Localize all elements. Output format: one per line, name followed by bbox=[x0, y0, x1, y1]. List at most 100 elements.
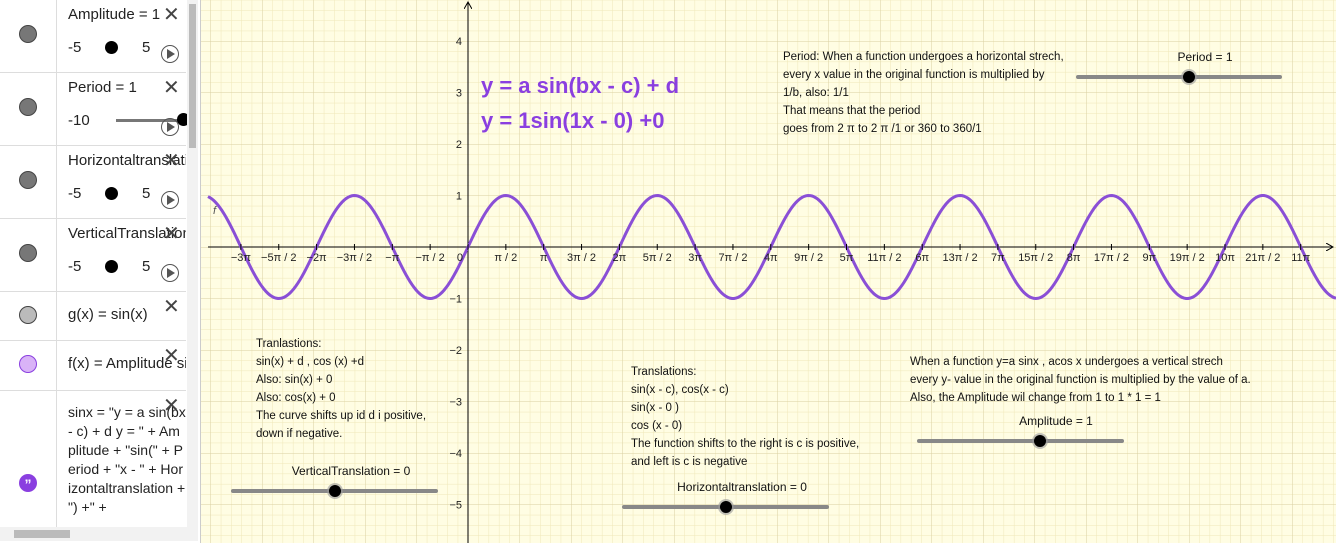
x-tick-label: 5π / 2 bbox=[643, 252, 672, 264]
formula: y = a sin(bx - c) + d bbox=[481, 73, 679, 98]
note-line: That means that the period bbox=[783, 105, 920, 117]
delete-button[interactable]: ✕ bbox=[163, 296, 180, 318]
y-tick-label: −3 bbox=[449, 397, 462, 409]
note-line: Tranlastions: bbox=[256, 338, 321, 350]
x-tick-label: 10π bbox=[1215, 252, 1235, 264]
algebra-view: Amplitude = 1 ✕ -5 5 Period = 1 ✕ -10 Ho… bbox=[0, 0, 201, 543]
y-tick-label: 1 bbox=[456, 191, 462, 203]
visibility-toggle[interactable] bbox=[19, 25, 37, 43]
slider-knob[interactable] bbox=[105, 187, 118, 200]
slider-label: Horizontaltranslation = 0 bbox=[677, 480, 807, 494]
note-line: Translations: bbox=[631, 366, 696, 378]
x-tick-label: 4π bbox=[764, 252, 778, 264]
slider-knob[interactable] bbox=[177, 113, 190, 126]
horizontal-scrollbar[interactable] bbox=[0, 527, 198, 541]
algebra-row: ” sinx = "y = a sin(bx - c) + d y = " + … bbox=[0, 391, 186, 531]
function-label: f bbox=[213, 205, 217, 217]
y-tick-label: −4 bbox=[449, 448, 462, 460]
slider-knob-core[interactable] bbox=[1034, 435, 1046, 447]
algebra-row: g(x) = sin(x) ✕ bbox=[0, 292, 186, 341]
vertical-scrollbar[interactable] bbox=[187, 0, 198, 527]
visibility-toggle[interactable] bbox=[19, 355, 37, 373]
note-line: sin(x - c), cos(x - c) bbox=[631, 384, 729, 396]
x-tick-label: 3π bbox=[688, 252, 702, 264]
slider-knob-core[interactable] bbox=[1183, 71, 1195, 83]
delete-button[interactable]: ✕ bbox=[163, 150, 180, 172]
slider-max: 5 bbox=[142, 39, 151, 56]
text-icon[interactable]: ” bbox=[19, 474, 37, 492]
algebra-row: Period = 1 ✕ -10 bbox=[0, 73, 190, 146]
note-line: cos (x - 0) bbox=[631, 420, 682, 432]
slider-label: Period = 1 bbox=[1177, 50, 1232, 64]
slider-track[interactable] bbox=[116, 119, 186, 122]
x-tick-label: −3π / 2 bbox=[337, 252, 372, 264]
x-tick-label: −2π bbox=[307, 252, 328, 264]
major-grid bbox=[200, 0, 1336, 543]
slider-min: -5 bbox=[68, 258, 82, 275]
delete-button[interactable]: ✕ bbox=[163, 77, 180, 99]
y-tick-label: −1 bbox=[449, 294, 462, 306]
play-button[interactable] bbox=[161, 191, 179, 209]
item-label: Period = 1 bbox=[68, 79, 137, 96]
slider-knob-core[interactable] bbox=[720, 501, 732, 513]
slider-max: 5 bbox=[142, 258, 151, 275]
note-line: every x value in the original function i… bbox=[783, 69, 1045, 81]
x-tick-label: −3π bbox=[231, 252, 252, 264]
x-tick-label: 21π / 2 bbox=[1245, 252, 1280, 264]
delete-button[interactable]: ✕ bbox=[163, 395, 180, 417]
x-tick-label: 6π bbox=[915, 252, 929, 264]
note-line: goes from 2 π to 2 π /1 or 360 to 360/1 bbox=[783, 123, 982, 135]
x-tick-label: 11π bbox=[1291, 252, 1310, 264]
x-tick-label: 8π bbox=[1067, 252, 1081, 264]
note-line: sin(x) + d , cos (x) +d bbox=[256, 356, 364, 368]
note-line: Also: sin(x) + 0 bbox=[256, 374, 332, 386]
x-tick-label: 9π / 2 bbox=[794, 252, 823, 264]
play-button[interactable] bbox=[161, 45, 179, 63]
note-line: and left is c is negative bbox=[631, 456, 747, 468]
y-ticks: 4 3 2 1 −1 −2 −3 −4 −5 bbox=[449, 36, 462, 512]
slider-max: 5 bbox=[142, 185, 151, 202]
note-line: down if negative. bbox=[256, 428, 342, 440]
note-line: When a function y=a sinx , acos x underg… bbox=[910, 356, 1223, 368]
visibility-toggle[interactable] bbox=[19, 171, 37, 189]
note-line: every y- value in the original function … bbox=[910, 374, 1251, 386]
visibility-toggle[interactable] bbox=[19, 244, 37, 262]
x-tick-label: 17π / 2 bbox=[1094, 252, 1129, 264]
slider-min: -10 bbox=[68, 112, 90, 129]
x-tick-label: −π / 2 bbox=[415, 252, 444, 264]
item-label: sinx = "y = a sin(bx - c) + d y = " + Am… bbox=[68, 404, 186, 515]
note-line: The curve shifts up id d i positive, bbox=[256, 410, 426, 422]
slider-knob[interactable] bbox=[105, 260, 118, 273]
slider-label: Amplitude = 1 bbox=[1019, 414, 1093, 428]
slider-knob-core[interactable] bbox=[329, 485, 341, 497]
algebra-row: VerticalTranslation ✕ -5 5 bbox=[0, 219, 186, 292]
note-line: Also, the Amplitude wil change from 1 to… bbox=[910, 392, 1161, 404]
y-tick-label: 4 bbox=[456, 36, 462, 48]
x-tick-label: 3π / 2 bbox=[567, 252, 596, 264]
sliders: Period = 1 Amplitude = 1 VerticalTranslati… bbox=[231, 50, 1282, 515]
play-button[interactable] bbox=[161, 118, 179, 136]
slider-min: -5 bbox=[68, 39, 82, 56]
slider-knob[interactable] bbox=[105, 41, 118, 54]
x-tick-label: −5π / 2 bbox=[261, 252, 296, 264]
x-ticks: −3π −5π / 2 −2π −3π / 2 −π −π / 2 0 π / 2 π 3π / … bbox=[231, 244, 1311, 264]
visibility-toggle[interactable] bbox=[19, 98, 37, 116]
x-tick-label: π bbox=[540, 252, 548, 264]
delete-button[interactable]: ✕ bbox=[163, 345, 180, 367]
delete-button[interactable]: ✕ bbox=[163, 4, 180, 26]
y-tick-label: 3 bbox=[456, 88, 462, 100]
item-label: Amplitude = 1 bbox=[68, 6, 161, 23]
play-button[interactable] bbox=[161, 264, 179, 282]
x-tick-label: −π bbox=[385, 252, 399, 264]
delete-button[interactable]: ✕ bbox=[163, 223, 180, 245]
visibility-toggle[interactable] bbox=[19, 306, 37, 324]
x-tick-label: 13π / 2 bbox=[942, 252, 977, 264]
x-tick-label: 7π / 2 bbox=[718, 252, 747, 264]
function-curve bbox=[207, 193, 1336, 301]
item-label: g(x) = sin(x) bbox=[68, 306, 148, 323]
y-tick-label: −2 bbox=[449, 345, 462, 357]
note-line: 1/b, also: 1/1 bbox=[783, 87, 849, 99]
slider-label: VerticalTranslation = 0 bbox=[292, 464, 411, 478]
x-tick-label: 11π / 2 bbox=[867, 252, 901, 264]
